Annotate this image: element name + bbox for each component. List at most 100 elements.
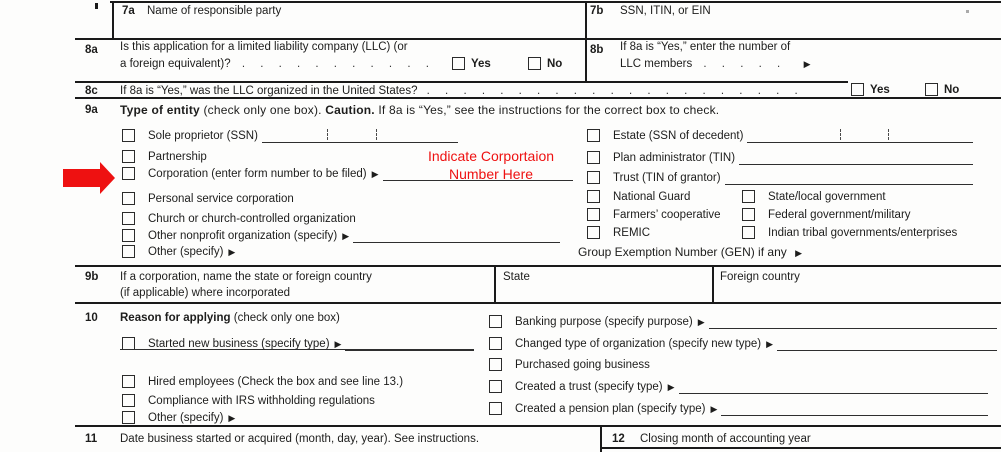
label-8a-line2: a foreign equivalent)? . . . . . . . . .… [120,58,430,71]
checkbox-created-pension-plan[interactable] [489,402,502,415]
checkbox-partnership[interactable] [122,150,135,163]
label-8b-line2: LLC members . . . . . . . . ▶ [620,58,811,71]
label-8a-line2-text: a foreign equivalent)? [120,58,231,70]
blank-sole-proprietor-ssn[interactable] [261,130,458,143]
checkbox-other-reason[interactable] [122,411,135,424]
gen-line: Group Exemption Number (GEN) if any ▶ [578,246,802,260]
checkbox-trust[interactable] [587,171,600,184]
reason-option-label: Banking purpose (specify purpose) [515,316,693,328]
entity-option-indian-tribal: Indian tribal governments/enterprises [742,226,957,240]
line-number-9a: 9a [85,104,98,116]
divider-11-12 [600,426,602,452]
ssn-separator-tick [840,129,841,140]
checkbox-farmers-cooperative[interactable] [587,208,600,221]
pointer-arrow-icon: ▶ [710,404,718,414]
checkbox-compliance-irs[interactable] [122,394,135,407]
entity-option-label: Personal service corporation [148,193,294,205]
gen-label: Group Exemption Number (GEN) if any [578,245,787,259]
checkbox-8c-yes[interactable] [851,83,864,96]
blank-trust-tin[interactable] [724,172,973,185]
checkbox-banking-purpose[interactable] [489,315,502,328]
entity-option-sole-proprietor: Sole proprietor (SSN) [122,129,458,143]
checkbox-other-entity[interactable] [122,245,135,258]
checkbox-national-guard[interactable] [587,190,600,203]
checkbox-personal-service[interactable] [122,192,135,205]
label-10-bold: Reason for applying [120,312,231,324]
red-arrow-icon [63,162,115,194]
checkbox-estate[interactable] [587,129,600,142]
blank-banking-purpose[interactable] [708,316,997,329]
checkbox-created-trust[interactable] [489,380,502,393]
label-9a: Type of entity (check only one box). Cau… [120,104,719,117]
dotted-leader: . . . . . . . . . . . . . . . [241,58,430,70]
reason-option-label: Changed type of organization (specify ne… [515,338,762,350]
scan-artifact [966,10,969,13]
entity-option-state-local-government: State/local government [742,190,886,204]
checkbox-8c-no[interactable] [925,83,938,96]
label-10-normal: (check only one box) [230,312,340,324]
reason-option-label: Compliance with IRS withholding regulati… [148,395,375,407]
label-8a-yes: Yes [471,58,491,70]
checkbox-state-local-government[interactable] [742,190,755,203]
checkbox-8a-no[interactable] [528,57,541,70]
checkbox-sole-proprietor[interactable] [122,129,135,142]
line-number-7b: 7b [590,5,604,17]
label-9a-bold1: Type of entity [120,103,200,117]
entity-option-label: Sole proprietor (SSN) [148,130,258,142]
checkbox-plan-administrator[interactable] [587,151,600,164]
line-number-12: 12 [612,433,625,445]
entity-option-national-guard: National Guard [587,190,690,204]
label-9a-bold2: Caution. [325,103,375,117]
blank-started-new-business-type-continued[interactable] [120,349,474,350]
entity-option-other: Other (specify) ▶ [122,245,235,259]
entity-option-label: National Guard [613,191,691,203]
entity-option-label: Other (specify) [148,246,224,258]
rule-below-row8c [75,97,1001,99]
label-8b-line2-text: LLC members [620,58,693,70]
pointer-arrow-icon: ▶ [803,59,811,69]
blank-estate-ssn[interactable] [747,130,973,143]
label-12: Closing month of accounting year [640,433,811,445]
entity-option-partnership: Partnership [122,150,207,164]
line-number-8c: 8c [85,85,98,97]
label-8c-no: No [944,84,960,96]
line-number-7a: 7a [122,5,135,17]
checkbox-remic[interactable] [587,226,600,239]
rule-below-row9a [75,265,1001,267]
scan-artifact [95,3,98,9]
pointer-arrow-icon: ▶ [228,247,236,257]
reason-option-other: Other (specify) ▶ [122,411,235,425]
checkbox-other-nonprofit[interactable] [122,229,135,242]
checkbox-purchased-business[interactable] [489,358,502,371]
annotation-line1: Indicate Corportaion [427,148,555,164]
pointer-arrow-icon: ▶ [667,382,675,392]
checkbox-corporation[interactable] [122,167,135,180]
blank-corporation-form-number[interactable] [382,168,573,181]
rule-below-row10 [75,425,1001,427]
ssn-separator-tick [888,129,889,140]
label-9b-foreign-country: Foreign country [720,271,800,283]
blank-created-pension-plan-type[interactable] [721,403,988,416]
entity-option-remic: REMIC [587,226,650,240]
reason-option-created-pension-plan: Created a pension plan (specify type) ▶ [489,402,988,416]
label-11: Date business started or acquired (month… [120,433,480,445]
label-8a-no: No [547,58,563,70]
label-9b-state: State [503,271,530,283]
blank-started-new-business-type[interactable] [345,338,474,351]
checkbox-indian-tribal[interactable] [742,226,755,239]
checkbox-federal-government[interactable] [742,208,755,221]
rule-below-row12-label [600,447,1001,449]
blank-other-nonprofit-specify[interactable] [353,230,560,243]
line-number-11: 11 [85,433,98,445]
blank-created-trust-type[interactable] [678,381,988,394]
checkbox-8a-yes[interactable] [452,57,465,70]
label-10-header: Reason for applying (check only one box) [120,312,340,325]
blank-changed-organization-type[interactable] [777,338,997,351]
checkbox-changed-organization[interactable] [489,337,502,350]
blank-plan-administrator-tin[interactable] [739,152,973,165]
label-8c: If 8a is “Yes,” was the LLC organized in… [120,85,805,98]
checkbox-hired-employees[interactable] [122,375,135,388]
entity-option-label: Church or church-controlled organization [148,213,356,225]
label-8c-yes: Yes [870,84,890,96]
checkbox-church[interactable] [122,212,135,225]
